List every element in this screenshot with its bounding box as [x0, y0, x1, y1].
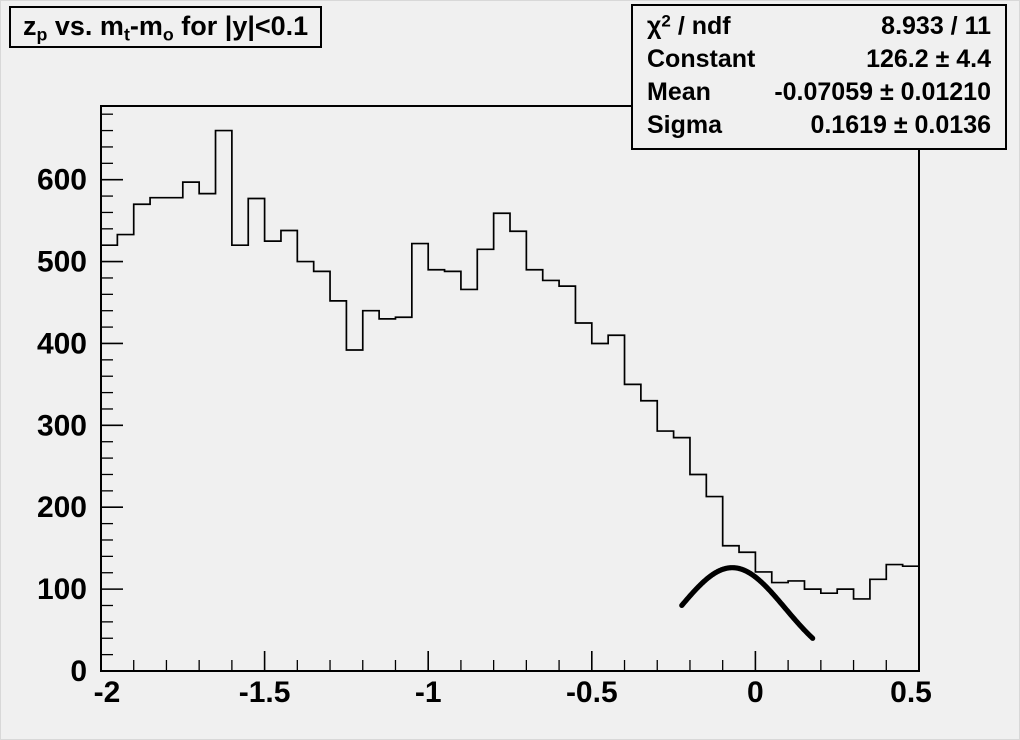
- stats-value-constant: 126.2 ± 4.4: [866, 45, 991, 73]
- fit-statistics-box: χ2 / ndf 8.933 / 11 Constant 126.2 ± 4.4…: [631, 4, 1007, 150]
- plot-title-box: zp vs. mt-mo for |y|<0.1: [9, 6, 323, 48]
- x-axis-tick-label: 0.5: [890, 676, 932, 709]
- stats-value-sigma: 0.1619 ± 0.0136: [810, 111, 991, 139]
- stats-key-chi2: χ2 / ndf: [647, 11, 731, 40]
- title-mid2: -m: [129, 10, 163, 41]
- x-axis-tick-label: -2: [94, 676, 121, 709]
- x-axis-tick-label: -0.5: [566, 676, 618, 709]
- title-suffix: for |y|<0.1: [173, 10, 309, 41]
- plot-frame: [100, 105, 920, 672]
- y-axis-tick-label: 100: [37, 573, 87, 606]
- y-axis-tick-label: 400: [37, 327, 87, 360]
- x-axis-tick-label: -1: [415, 676, 442, 709]
- gaussian-fit-curve: [679, 565, 816, 641]
- title-prefix: z: [23, 10, 37, 41]
- x-axis-tick-label: -1.5: [239, 676, 291, 709]
- stats-key-constant: Constant: [647, 45, 756, 73]
- y-axis-tick-label: 600: [37, 164, 87, 197]
- stats-row-sigma: Sigma 0.1619 ± 0.0136: [647, 109, 991, 142]
- stats-row-chi2: χ2 / ndf 8.933 / 11: [647, 10, 991, 43]
- stats-value-chi2: 8.933 / 11: [881, 12, 991, 40]
- title-sub-o: o: [162, 23, 174, 44]
- page-title: zp vs. mt-mo for |y|<0.1: [23, 10, 309, 43]
- stats-row-mean: Mean -0.07059 ± 0.01210: [647, 76, 991, 109]
- title-sub-p: p: [36, 23, 48, 44]
- x-axis-tick-label: 0: [747, 676, 764, 709]
- stats-row-constant: Constant 126.2 ± 4.4: [647, 43, 991, 76]
- y-axis-tick-label: 300: [37, 409, 87, 442]
- y-axis-tick-label: 200: [37, 491, 87, 524]
- y-axis-tick-label: 0: [70, 655, 87, 688]
- stats-value-mean: -0.07059 ± 0.01210: [774, 78, 991, 106]
- title-mid: vs. m: [47, 10, 124, 41]
- y-axis-tick-label: 500: [37, 246, 87, 279]
- title-sub-t: t: [123, 23, 130, 44]
- stats-key-mean: Mean: [647, 78, 711, 106]
- stats-key-sigma: Sigma: [647, 111, 723, 139]
- histogram-step-curve: [101, 129, 920, 671]
